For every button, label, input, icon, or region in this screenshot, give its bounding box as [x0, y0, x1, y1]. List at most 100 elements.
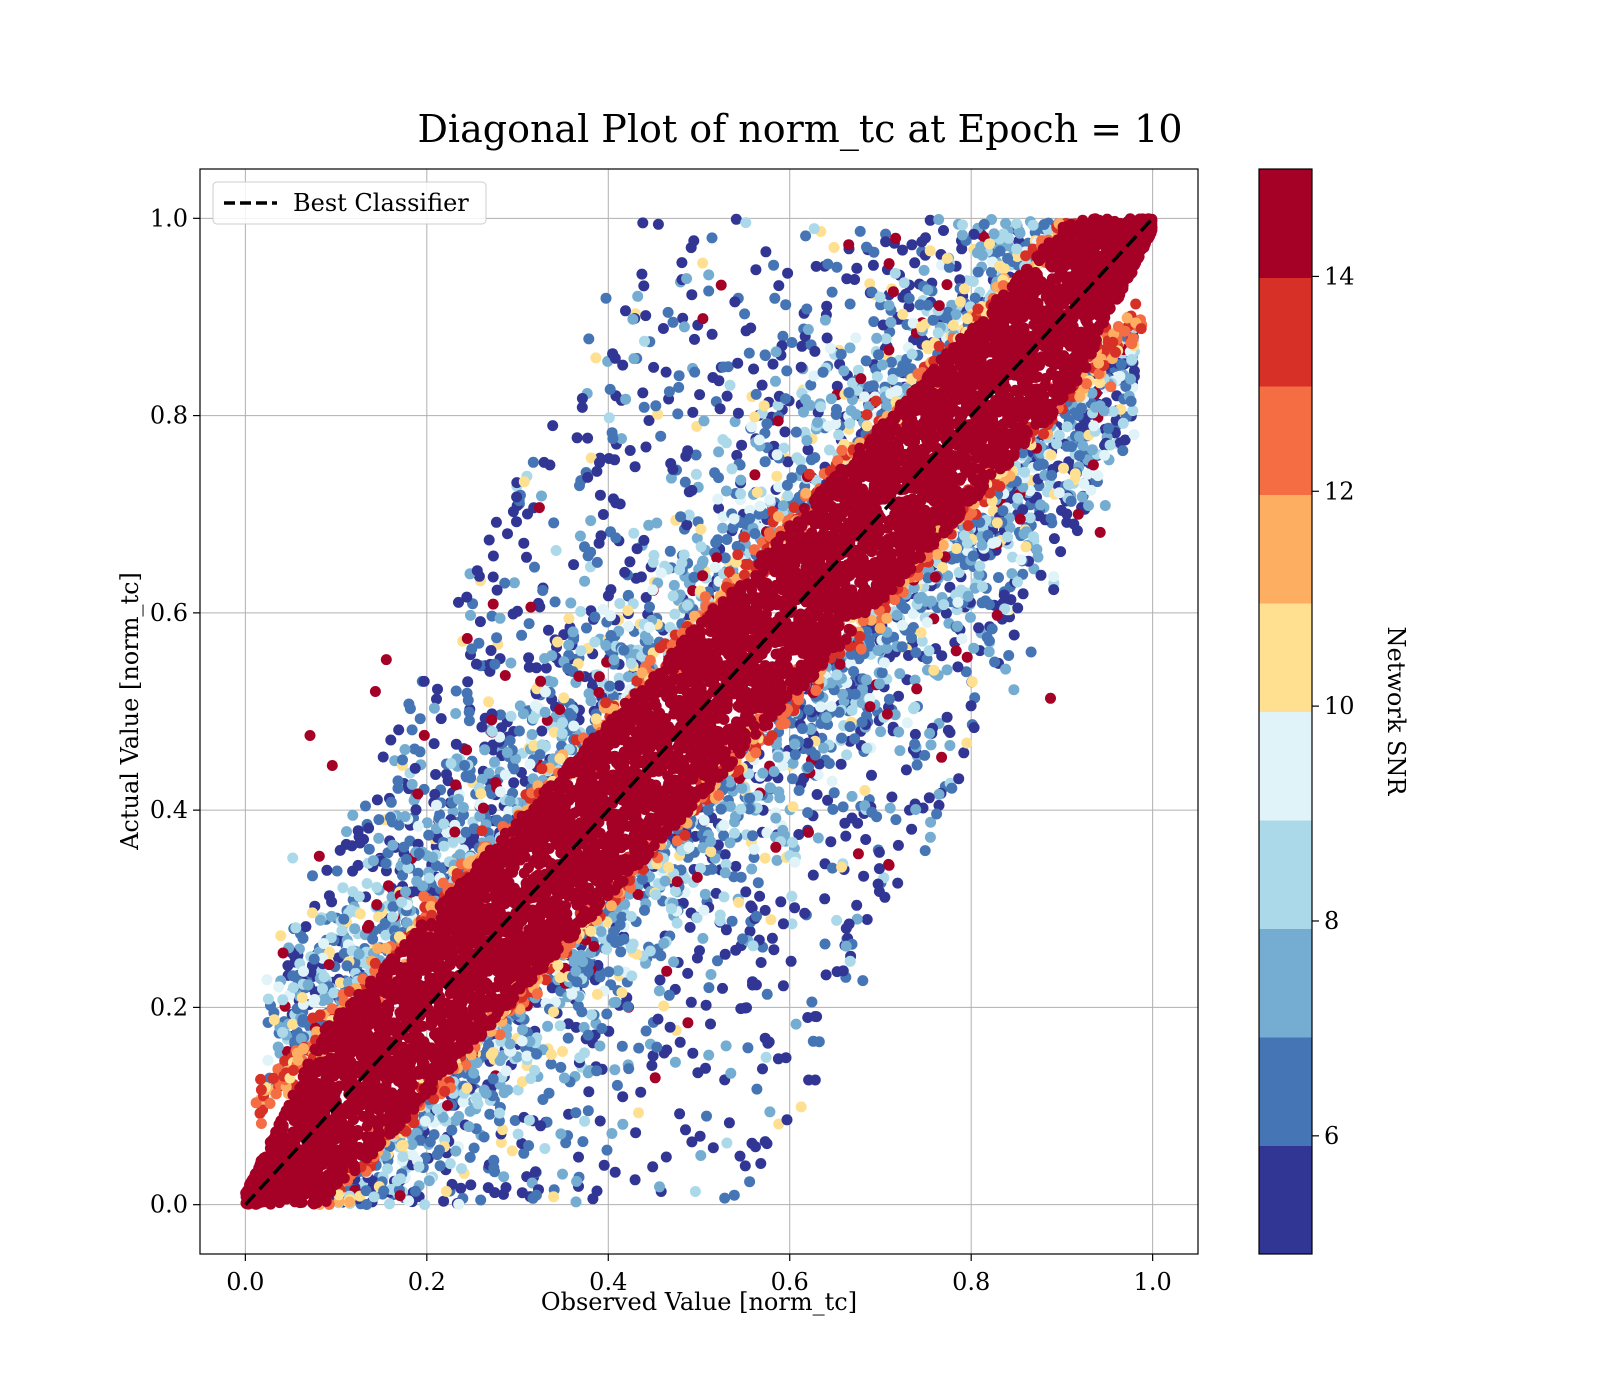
mid-snr-point: [987, 537, 999, 549]
mid-snr-point: [461, 744, 473, 756]
mid-snr-point: [595, 926, 607, 937]
low-snr-point: [879, 891, 891, 903]
low-snr-point: [582, 1105, 594, 1117]
mid-snr-point: [844, 721, 856, 733]
low-snr-point: [880, 228, 892, 240]
mid-snr-point: [615, 946, 627, 958]
mid-snr-point: [591, 988, 603, 1000]
low-snr-point: [361, 878, 373, 889]
mid-snr-point: [848, 666, 860, 677]
low-snr-point: [759, 1032, 771, 1044]
low-snr-point: [933, 799, 945, 811]
mid-snr-point: [614, 919, 626, 931]
low-snr-point: [840, 940, 852, 952]
edge-snr-point: [264, 1098, 276, 1109]
low-snr-point: [640, 1025, 652, 1037]
mid-snr-point: [967, 550, 979, 562]
low-snr-point: [676, 257, 688, 269]
mid-snr-point: [328, 987, 340, 999]
mid-snr-point: [610, 996, 622, 1008]
low-snr-point: [620, 393, 632, 405]
low-snr-point: [399, 744, 411, 755]
mid-snr-point: [956, 229, 968, 241]
mid-snr-point: [880, 333, 892, 345]
low-snr-point: [924, 245, 936, 257]
mid-snr-point: [1045, 449, 1057, 461]
mid-snr-point: [773, 786, 785, 798]
mid-snr-point: [296, 992, 308, 1004]
mid-snr-point: [453, 1198, 465, 1210]
mid-snr-point: [563, 639, 575, 651]
mid-snr-point: [1011, 243, 1023, 255]
low-snr-point: [831, 914, 843, 926]
mid-snr-point: [1053, 429, 1065, 441]
mid-snr-point: [639, 904, 650, 916]
mid-snr-point: [363, 919, 375, 931]
low-snr-point: [965, 700, 977, 712]
low-snr-point: [629, 1174, 641, 1186]
low-snr-point: [651, 517, 663, 529]
low-snr-point: [1083, 500, 1094, 512]
mid-snr-point: [399, 811, 411, 822]
mid-snr-point: [277, 1027, 289, 1038]
mid-snr-point: [517, 1024, 528, 1036]
low-snr-point: [360, 800, 371, 812]
mid-snr-point: [478, 1131, 490, 1143]
mid-snr-point: [488, 1162, 500, 1174]
chart-title: Diagonal Plot of norm_tc at Epoch = 10: [417, 107, 1182, 152]
low-snr-point: [806, 996, 818, 1008]
mid-snr-point: [1020, 541, 1032, 553]
mid-snr-point: [883, 344, 895, 356]
low-snr-point: [404, 703, 416, 715]
mid-snr-point: [1086, 444, 1098, 456]
low-snr-point: [766, 932, 778, 944]
mid-snr-point: [898, 277, 910, 289]
low-snr-point: [568, 559, 580, 571]
low-snr-point: [771, 854, 783, 866]
low-snr-point: [671, 917, 683, 929]
low-snr-point: [680, 450, 692, 462]
low-snr-point: [508, 577, 520, 589]
low-snr-point: [487, 571, 499, 583]
low-snr-point: [923, 792, 935, 804]
mid-snr-point: [354, 908, 366, 920]
low-snr-point: [873, 846, 885, 858]
low-snr-point: [752, 877, 764, 889]
edge-snr-point: [1105, 381, 1117, 393]
low-snr-point: [718, 361, 730, 373]
low-snr-point: [740, 325, 752, 337]
low-snr-point: [807, 869, 819, 881]
mid-snr-point: [575, 606, 587, 617]
low-snr-point: [748, 363, 760, 375]
low-snr-point: [638, 280, 650, 292]
low-snr-point: [579, 575, 591, 587]
low-snr-point: [697, 257, 709, 269]
mid-snr-point: [889, 267, 901, 279]
low-snr-point: [712, 955, 723, 967]
low-snr-point: [713, 502, 725, 514]
mid-snr-point: [530, 1189, 542, 1201]
mid-snr-point: [261, 974, 273, 986]
low-snr-point: [680, 1124, 691, 1136]
mid-snr-point: [504, 795, 516, 807]
mid-snr-point: [860, 355, 872, 367]
mid-snr-point: [787, 801, 799, 813]
low-snr-point: [721, 1137, 733, 1149]
low-snr-point: [591, 556, 603, 568]
mid-snr-point: [901, 717, 913, 729]
mid-snr-point: [735, 474, 747, 486]
mid-snr-point: [781, 479, 793, 491]
mid-snr-point: [575, 645, 587, 657]
mid-snr-point: [824, 342, 836, 354]
low-snr-point: [678, 321, 690, 333]
low-snr-point: [925, 816, 937, 828]
mid-snr-point: [596, 1023, 608, 1034]
mid-snr-point: [764, 494, 776, 506]
low-snr-point: [539, 1143, 551, 1154]
mid-snr-point: [1032, 460, 1044, 471]
mid-snr-point: [914, 299, 926, 311]
mid-snr-point: [801, 303, 813, 315]
mid-snr-point: [287, 852, 299, 864]
mid-snr-point: [790, 426, 802, 438]
mid-snr-point: [665, 903, 677, 915]
